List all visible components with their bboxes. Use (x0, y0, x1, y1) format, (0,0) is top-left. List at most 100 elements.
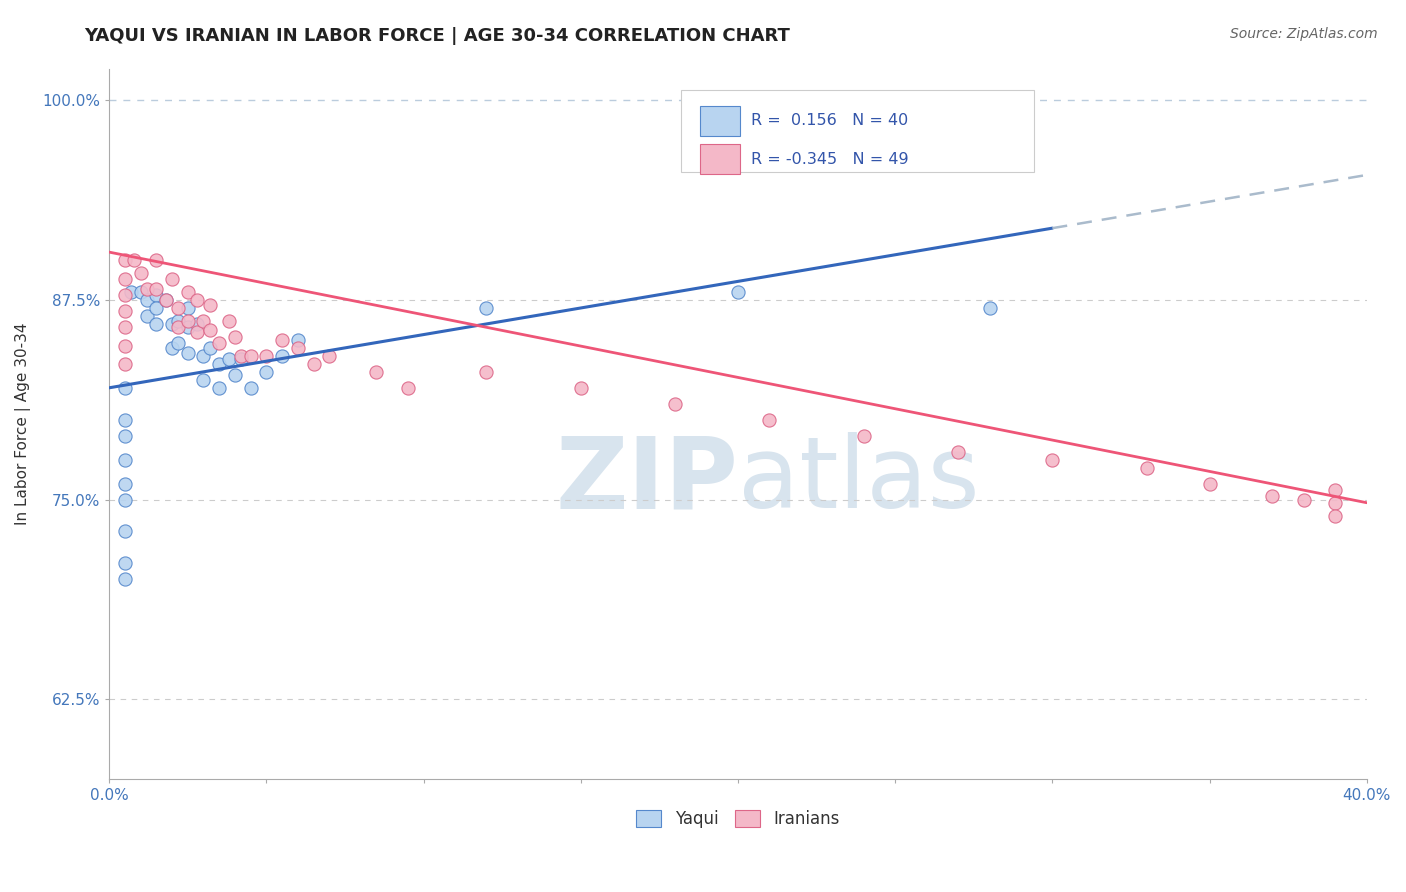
Point (193, 314, 215, 328)
Point (114, 253, 136, 268)
Text: R =  0.156   N = 40: R = 0.156 N = 40 (751, 113, 908, 128)
Text: R = -0.345   N = 49: R = -0.345 N = 49 (751, 152, 908, 167)
Point (135, 309, 157, 323)
Point (231, 352, 253, 367)
Legend: Yaqui, Iranians: Yaqui, Iranians (630, 803, 846, 835)
Point (198, 341, 221, 355)
Point (231, 349, 253, 363)
Point (366, 365, 388, 379)
Point (145, 301, 167, 315)
Point (1324, 508, 1347, 523)
Point (224, 329, 246, 343)
Point (208, 381, 231, 395)
Bar (700, 106, 741, 136)
Point (254, 365, 277, 379)
Point (1198, 476, 1220, 491)
Point (160, 341, 183, 355)
Point (145, 282, 167, 296)
Point (167, 314, 190, 328)
Point (124, 253, 146, 268)
Point (114, 492, 136, 507)
Point (114, 413, 136, 427)
Point (208, 357, 231, 371)
Point (145, 253, 167, 268)
Point (177, 314, 200, 328)
Point (979, 301, 1001, 315)
Point (664, 397, 686, 411)
Point (145, 317, 167, 331)
Point (114, 476, 136, 491)
Point (1136, 460, 1159, 475)
Text: atlas: atlas (738, 432, 980, 529)
Point (186, 325, 208, 339)
Point (167, 320, 190, 334)
Point (1042, 452, 1064, 467)
Point (239, 381, 262, 395)
Point (186, 317, 208, 331)
Point (218, 314, 240, 328)
Point (1324, 496, 1347, 510)
Point (727, 285, 749, 299)
Point (177, 285, 200, 299)
Point (271, 349, 294, 363)
Point (198, 298, 221, 312)
Point (1292, 492, 1315, 507)
Point (167, 336, 190, 351)
Point (1324, 483, 1347, 497)
Point (114, 524, 136, 539)
Point (287, 333, 309, 347)
Point (160, 272, 183, 286)
Point (239, 349, 262, 363)
Point (155, 293, 177, 307)
Point (114, 357, 136, 371)
Point (254, 349, 277, 363)
Point (145, 288, 167, 302)
Point (177, 345, 200, 359)
Point (120, 285, 142, 299)
Point (186, 293, 208, 307)
Point (135, 282, 157, 296)
Point (135, 293, 157, 307)
Text: Source: ZipAtlas.com: Source: ZipAtlas.com (1230, 27, 1378, 41)
Point (208, 336, 231, 351)
Point (114, 272, 136, 286)
Point (193, 373, 215, 387)
Point (396, 381, 419, 395)
Point (160, 317, 183, 331)
Point (129, 285, 152, 299)
Point (177, 301, 200, 315)
Point (193, 349, 215, 363)
Point (1261, 489, 1284, 503)
Point (114, 573, 136, 587)
Point (129, 266, 152, 280)
Point (218, 352, 240, 367)
Point (114, 320, 136, 334)
Point (318, 349, 340, 363)
FancyBboxPatch shape (682, 90, 1033, 171)
Point (177, 320, 200, 334)
Point (114, 339, 136, 353)
Point (114, 557, 136, 571)
Point (271, 333, 294, 347)
Point (114, 452, 136, 467)
Point (569, 381, 592, 395)
Point (302, 357, 325, 371)
Point (946, 444, 969, 458)
Point (114, 381, 136, 395)
Point (114, 428, 136, 442)
Point (114, 304, 136, 318)
Point (224, 368, 246, 382)
Text: ZIP: ZIP (555, 432, 738, 529)
Point (475, 365, 498, 379)
Point (475, 301, 498, 315)
Point (758, 413, 780, 427)
Y-axis label: In Labor Force | Age 30-34: In Labor Force | Age 30-34 (15, 323, 31, 525)
Bar (700, 145, 741, 174)
Point (155, 293, 177, 307)
Point (167, 301, 190, 315)
Point (114, 288, 136, 302)
Point (287, 341, 309, 355)
Point (198, 323, 221, 337)
Text: YAQUI VS IRANIAN IN LABOR FORCE | AGE 30-34 CORRELATION CHART: YAQUI VS IRANIAN IN LABOR FORCE | AGE 30… (84, 27, 790, 45)
Point (852, 428, 875, 442)
